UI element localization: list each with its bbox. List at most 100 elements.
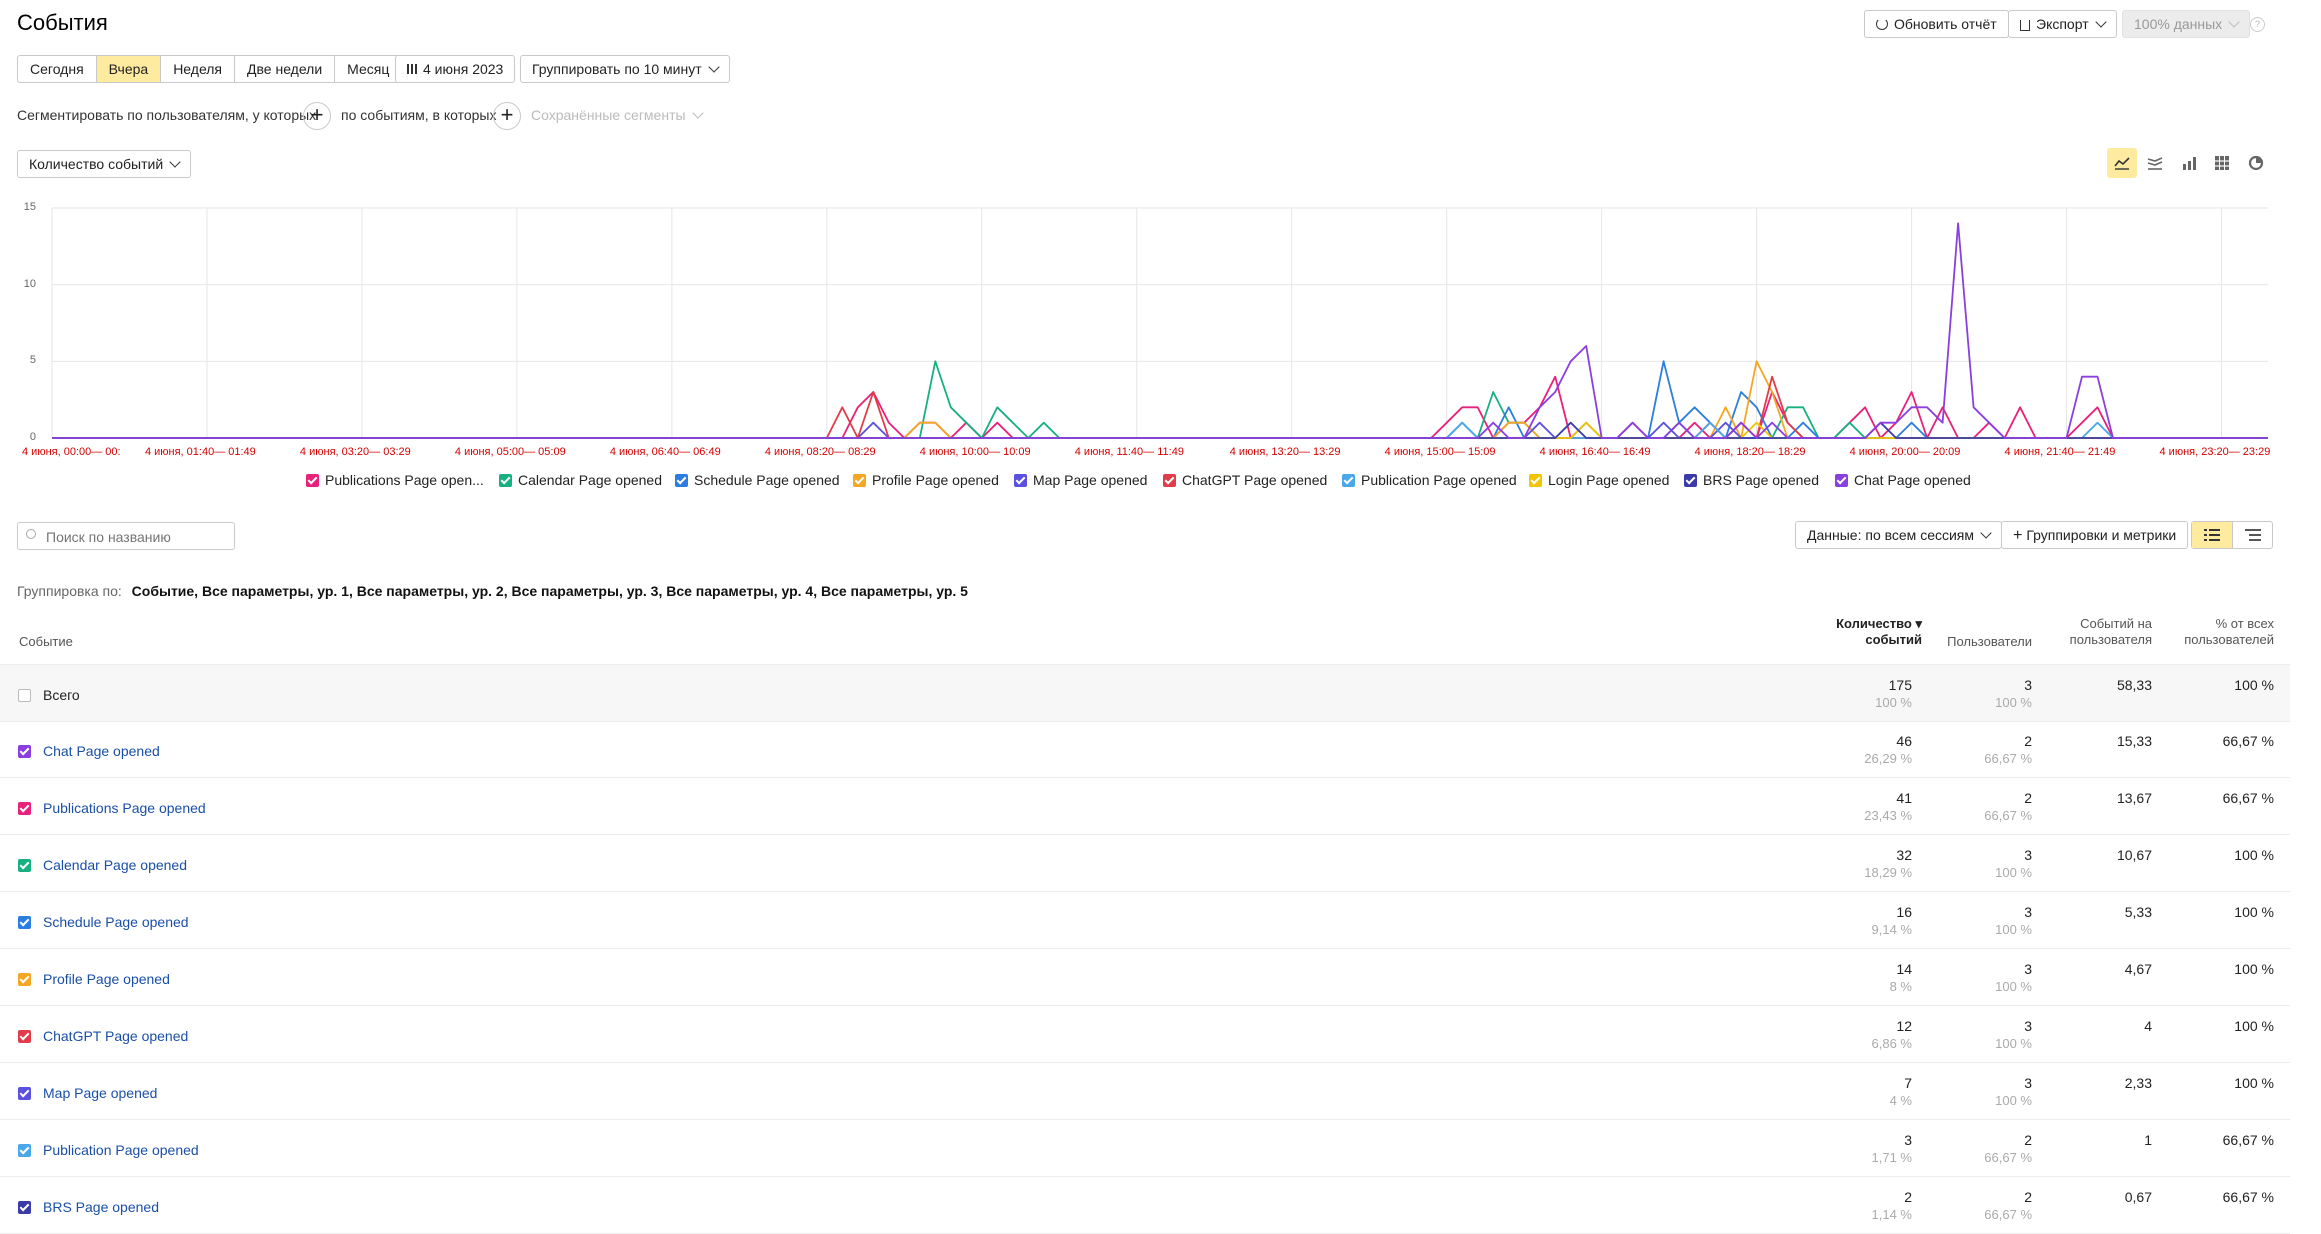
table-row[interactable]: Publications Page opened 41 23,43 % 2 66,67 … xyxy=(0,778,2290,835)
event-name[interactable]: BRS Page opened xyxy=(43,1199,159,1215)
row-label: Profile Page opened xyxy=(18,971,170,987)
legend-chat[interactable]: Chat Page opened xyxy=(1835,472,1971,488)
tree-view-button[interactable] xyxy=(2233,522,2273,548)
count-cell: 16 9,14 % xyxy=(1871,904,1912,937)
metric-select[interactable]: Количество событий xyxy=(17,150,192,178)
chevron-down-icon xyxy=(2228,16,2240,28)
refresh-report-button[interactable]: Обновить отчёт xyxy=(1864,10,2009,38)
series-line xyxy=(52,222,2268,439)
checkbox-checked-icon[interactable] xyxy=(18,1086,31,1100)
legend-calendar[interactable]: Calendar Page opened xyxy=(499,472,662,488)
tab-week[interactable]: Неделя xyxy=(161,56,236,82)
col-per-user-header[interactable]: Событий на пользователя xyxy=(2069,616,2152,647)
checkbox-checked-icon[interactable] xyxy=(18,858,31,872)
checkbox-checked-icon[interactable] xyxy=(18,1029,31,1043)
help-icon[interactable]: ? xyxy=(2250,17,2265,32)
tab-today[interactable]: Сегодня xyxy=(18,56,97,82)
event-name[interactable]: ChatGPT Page opened xyxy=(43,1028,189,1044)
table-row[interactable]: ChatGPT Page opened 12 6,86 % 3 100 % 4 100 % xyxy=(0,1006,2290,1063)
series-line xyxy=(52,360,2268,439)
x-tick-label: 4 июня, 06:40— 06:49 xyxy=(609,446,721,458)
groupings-metrics-button[interactable]: + Группировки и метрики xyxy=(2001,521,2189,549)
legend-login[interactable]: Login Page opened xyxy=(1529,472,1669,488)
x-tick-label: 4 июня, 00:00— 00: xyxy=(22,446,121,458)
data-source-select[interactable]: Данные: по всем сессиям xyxy=(1795,521,2003,549)
event-name[interactable]: Profile Page opened xyxy=(43,971,170,987)
event-name[interactable]: Publication Page opened xyxy=(43,1142,199,1158)
x-tick-label: 4 июня, 13:20— 13:29 xyxy=(1229,446,1341,458)
table-row[interactable]: Chat Page opened 46 26,29 % 2 66,67 % 15,33 66… xyxy=(0,721,2290,778)
tab-month[interactable]: Месяц xyxy=(347,61,390,77)
export-button[interactable]: Экспорт xyxy=(2008,10,2117,38)
line-chart-button[interactable] xyxy=(2107,148,2137,178)
table-row[interactable]: Schedule Page opened 16 9,14 % 3 100 % 5,33 10… xyxy=(0,892,2290,949)
list-view-button[interactable] xyxy=(2192,522,2233,548)
legend-schedule[interactable]: Schedule Page opened xyxy=(675,472,840,488)
tab-yesterday[interactable]: Вчера xyxy=(96,56,162,82)
stacked-area-button[interactable] xyxy=(2140,148,2170,178)
tree-icon xyxy=(2244,529,2261,541)
event-name[interactable]: Schedule Page opened xyxy=(43,914,189,930)
checkbox-icon[interactable] xyxy=(18,688,31,702)
col-pct-header[interactable]: % от всех пользователей xyxy=(2184,616,2274,647)
table-row[interactable]: Map Page opened 7 4 % 3 100 % 2,33 100 % xyxy=(0,1063,2290,1120)
users-cell: 2 66,67 % xyxy=(1984,733,2032,766)
count-cell: 2 1,14 % xyxy=(1871,1189,1912,1222)
event-name[interactable]: Map Page opened xyxy=(43,1085,158,1101)
search-box xyxy=(17,522,235,550)
checkbox-checked-icon xyxy=(1014,473,1027,487)
saved-segments-select[interactable]: Сохранённые сегменты xyxy=(531,107,704,123)
col-users-header[interactable]: Пользователи xyxy=(1947,634,2032,649)
date-picker-button[interactable]: 4 июня 2023 xyxy=(395,55,516,83)
checkbox-checked-icon[interactable] xyxy=(18,972,31,986)
series-line xyxy=(52,421,2268,439)
row-label: Chat Page opened xyxy=(18,743,160,759)
per-user-cell: 58,33 xyxy=(2116,677,2152,693)
table-row[interactable]: BRS Page opened 2 1,14 % 2 66,67 % 0,67 66,67 … xyxy=(0,1177,2290,1234)
event-name[interactable]: Publications Page opened xyxy=(43,800,206,816)
bar-chart-button[interactable] xyxy=(2174,148,2204,178)
grouping-select[interactable]: Группировать по 10 минут xyxy=(520,55,730,83)
table-row[interactable]: Publication Page opened 3 1,71 % 2 66,67 % 1 6… xyxy=(0,1120,2290,1177)
add-event-segment-button[interactable]: + xyxy=(493,102,521,130)
sampling-select[interactable]: 100% данных xyxy=(2122,10,2251,38)
per-user-cell: 0,67 xyxy=(2124,1189,2152,1205)
table-row[interactable]: Calendar Page opened 32 18,29 % 3 100 % 10,67… xyxy=(0,835,2290,892)
table-row[interactable]: Profile Page opened 14 8 % 3 100 % 4,67 100 % xyxy=(0,949,2290,1006)
checkbox-checked-icon[interactable] xyxy=(18,744,31,758)
legend-publication[interactable]: Publication Page opened xyxy=(1342,472,1517,488)
legend-profile[interactable]: Profile Page opened xyxy=(853,472,999,488)
x-tick-label: 4 июня, 20:00— 20:09 xyxy=(1849,446,1961,458)
table-total-row[interactable]: Всего 175 100 % 3 100 % 58,33 100 % xyxy=(0,664,2290,722)
legend-brs[interactable]: BRS Page opened xyxy=(1684,472,1819,488)
checkbox-checked-icon xyxy=(499,473,512,487)
add-user-segment-button[interactable]: + xyxy=(303,102,331,130)
count-cell: 46 26,29 % xyxy=(1864,733,1912,766)
row-label: BRS Page opened xyxy=(18,1199,159,1215)
checkbox-checked-icon[interactable] xyxy=(18,1143,31,1157)
legend-publications[interactable]: Publications Page open... xyxy=(306,472,484,488)
x-tick-label: 4 июня, 11:40— 11:49 xyxy=(1074,446,1184,458)
search-input[interactable] xyxy=(44,526,233,548)
checkbox-checked-icon[interactable] xyxy=(18,801,31,815)
event-name[interactable]: Calendar Page opened xyxy=(43,857,188,873)
grouping-value[interactable]: Событие, Все параметры, ур. 1, Все парам… xyxy=(131,583,968,599)
tab-two-weeks[interactable]: Две недели xyxy=(235,56,336,82)
checkbox-checked-icon[interactable] xyxy=(18,1200,31,1214)
checkbox-checked-icon[interactable] xyxy=(18,915,31,929)
per-user-cell: 1 xyxy=(2144,1132,2152,1148)
col-count-header[interactable]: Количество ▾ событий xyxy=(1836,616,1922,647)
pct-cell: 100 % xyxy=(2234,904,2274,920)
pct-cell: 66,67 % xyxy=(2222,1189,2274,1205)
users-cell: 3 100 % xyxy=(1995,1018,2032,1051)
line-chart-icon xyxy=(2114,157,2130,170)
event-name[interactable]: Chat Page opened xyxy=(43,743,160,759)
count-cell: 12 6,86 % xyxy=(1871,1018,1912,1051)
pie-chart-button[interactable] xyxy=(2241,148,2271,178)
pct-cell: 66,67 % xyxy=(2222,790,2274,806)
segment-events-label: по событиям, в которых xyxy=(341,107,497,123)
col-event-header[interactable]: Событие xyxy=(19,634,73,649)
stacked-bar-button[interactable] xyxy=(2207,148,2237,178)
legend-map[interactable]: Map Page opened xyxy=(1014,472,1147,488)
legend-chatgpt[interactable]: ChatGPT Page opened xyxy=(1163,472,1327,488)
